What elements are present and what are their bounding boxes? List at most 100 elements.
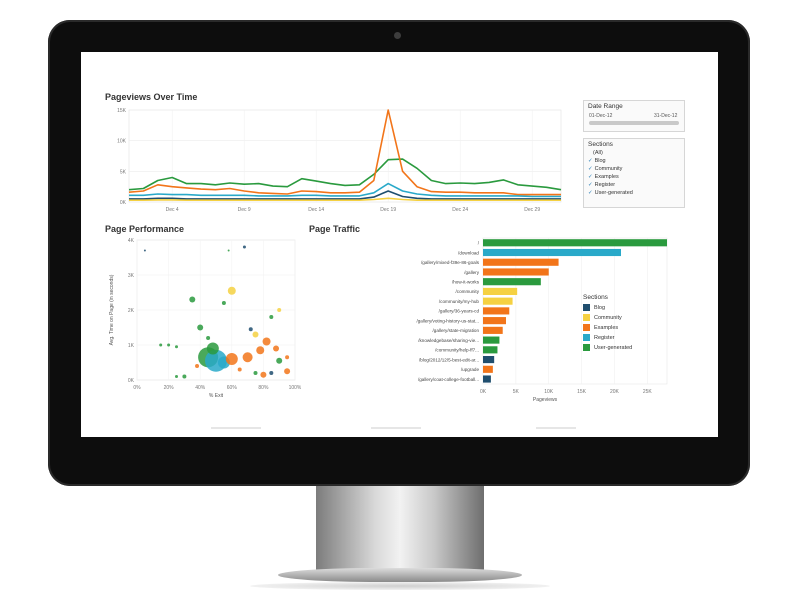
legend-swatch [583,314,590,321]
y-tick-label: 0K [120,200,127,206]
scatter-point [175,345,178,349]
scatter-point [276,357,283,364]
bar [483,287,518,295]
traffic-bar-chart: 0K 5K 10K 15K 20K 25K Pageviews / /download/gall… [416,237,668,403]
legend-item-label: User-generated [594,344,633,351]
filter-item-register[interactable]: ✓ Register [588,182,615,188]
x-tick-label: 0% [133,385,141,391]
plot-area [128,109,562,203]
y-tick-label: 4K [128,238,135,244]
monitor-stand-shadow [250,582,550,590]
x-tick-label: 5K [513,389,520,395]
filter-item-label: Community [594,166,623,172]
date-range-label: Date Range [588,103,623,110]
bar [483,317,506,325]
filter-item-blog[interactable]: ✓ Blog [588,158,606,164]
bar-category-label: /gallery [464,270,480,275]
scatter-point [189,296,196,303]
monitor-stand-neck [316,486,484,576]
bar [483,307,510,315]
bar [483,356,495,364]
scatter-point [242,352,253,363]
bar [483,248,621,257]
scatter-point [221,301,226,305]
bar-category-label: /gallery/mixed-f39e-86-goals [421,260,480,265]
filter-item-label: Register [594,182,616,188]
sections-filter: Sections (All) ✓ Blog ✓ Community ✓ Example… [583,138,685,208]
legend-item-label: Register [594,334,615,341]
series-line-3 [129,190,561,200]
bar-category-label: /community [456,289,480,294]
scatter-point [269,315,274,319]
bar [483,268,549,276]
legend-item-user-generated[interactable]: User-generated [583,344,632,351]
x-tick-label: Dec 19 [380,207,396,213]
bar [483,258,559,266]
legend-swatch [583,334,590,341]
legend-item-register[interactable]: Register [583,334,614,341]
bar [483,346,498,354]
bar-category-label: /how-it-works [452,279,480,284]
date-range-start: 01-Dec-12 [589,113,613,119]
series-line-4 [129,197,561,201]
y-tick-label: 2K [128,308,135,314]
performance-title: Page Performance [105,224,185,234]
checkmark-icon: ✓ [588,190,593,196]
checkmark-icon: ✓ [588,158,593,164]
x-tick-label: Dec 4 [166,207,179,213]
scatter-point [225,353,238,365]
dashboard-screen: Pageviews Over Time 0K 5K 10K 15K Dec 4 Dec 9… [81,52,718,437]
scatter-point [143,249,146,252]
legend-swatch [583,344,590,351]
x-axis-label: Pageviews [533,397,558,403]
scatter-point [195,364,200,368]
legend-swatch [583,304,590,311]
y-tick-label: 5K [120,169,127,175]
y-tick-label: 15K [117,108,127,114]
scatter-point [273,345,280,352]
scatter-point [285,355,290,360]
legend-item-blog[interactable]: Blog [583,304,605,311]
y-axis-label: Avg. Time on Page (in seconds) [109,274,115,345]
series-line-2 [129,182,561,198]
date-range-slider[interactable] [589,121,679,125]
checkmark-icon: ✓ [588,166,593,172]
legend-item-examples[interactable]: Examples [583,324,618,331]
x-tick-label: Dec 9 [238,207,251,213]
date-range-filter[interactable]: Date Range 01-Dec-12 31-Dec-12 [583,100,685,132]
x-tick-label: 40% [195,385,206,391]
legend-item-label: Examples [594,324,619,331]
monitor-stand-base [278,568,522,582]
x-tick-label: 100% [289,385,301,391]
x-tick-label: 20% [164,385,175,391]
bar [483,365,493,373]
scatter-point [206,342,219,355]
filter-item-user-generated[interactable]: ✓ User-generated [588,190,633,196]
scatter-point [206,336,211,340]
legend-item-community[interactable]: Community [583,314,622,321]
x-tick-label: 15K [577,389,587,395]
scatter-point [252,331,259,338]
legend-swatch [583,324,590,331]
y-tick-label: 1K [128,343,135,349]
bar-category-label: /upgrade [461,367,480,372]
filter-item-community[interactable]: ✓ Community [588,166,622,172]
filter-item-examples[interactable]: ✓ Examples [588,174,619,180]
scatter-point [197,324,204,331]
bar-category-label: /gallery/36-years-cd [439,309,480,314]
x-tick-label: 0K [480,389,487,395]
bar [483,239,667,247]
bottom-tab-placeholder [371,427,421,429]
bar-category-label: /gallery/state-migration [433,328,480,333]
legend-title: Sections [583,294,608,301]
pageviews-line-chart: 0K 5K 10K 15K Dec 4 Dec 9 Dec 14 Dec 19 Dec 24 De… [117,108,562,213]
scatter-point [256,346,265,355]
legend-item-label: Blog [594,304,606,311]
bar-category-label: /knowledgebase/sharing-vie... [418,338,479,343]
scatter-point [277,308,282,312]
filter-item-all[interactable]: (All) [593,150,603,156]
bar [483,326,503,334]
pageviews-title: Pageviews Over Time [105,92,198,102]
date-range-end: 31-Dec-12 [654,113,678,119]
x-tick-label: 25K [643,389,653,395]
